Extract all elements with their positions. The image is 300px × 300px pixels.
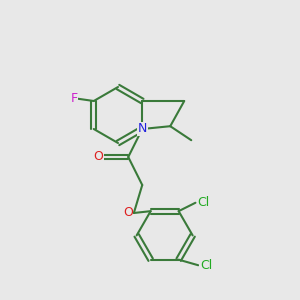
Text: N: N <box>138 122 147 136</box>
Text: Cl: Cl <box>197 196 210 209</box>
Text: O: O <box>123 206 133 220</box>
Text: Cl: Cl <box>200 259 212 272</box>
Text: O: O <box>93 151 103 164</box>
Text: F: F <box>70 92 78 105</box>
